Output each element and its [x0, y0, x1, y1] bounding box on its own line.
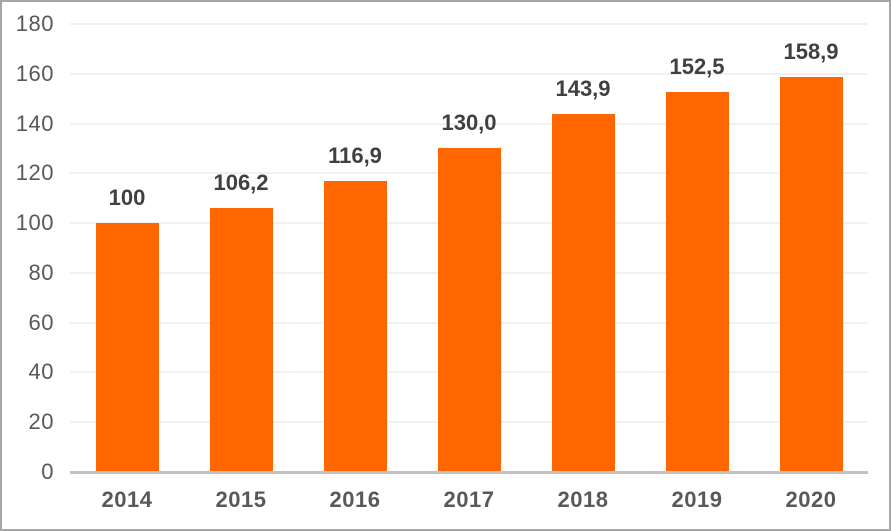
y-axis-tick-label: 120 — [15, 160, 54, 186]
bar — [323, 181, 387, 471]
bar-value-label: 100 — [108, 185, 146, 211]
bar-value-label: 158,9 — [783, 38, 839, 64]
y-axis-tick-label: 100 — [15, 210, 54, 236]
y-axis-tick-label: 180 — [15, 11, 54, 36]
x-axis-line — [70, 471, 868, 474]
gridline — [70, 72, 868, 75]
y-axis-tick-label: 140 — [15, 110, 54, 136]
x-axis-label: 2015 — [215, 487, 267, 512]
bar-value-label: 152,5 — [669, 54, 725, 80]
bar — [779, 76, 843, 471]
bar-value-label: 130,0 — [441, 110, 497, 136]
y-axis-tick-label: 40 — [28, 359, 54, 385]
gridline — [70, 23, 868, 25]
bar — [209, 207, 273, 471]
y-axis-tick-label: 160 — [15, 60, 54, 86]
bar — [665, 92, 729, 471]
x-axis-label: 2019 — [671, 487, 723, 512]
bar-value-label: 106,2 — [213, 169, 269, 195]
bar — [551, 113, 615, 471]
x-axis-label: 2014 — [101, 487, 153, 512]
x-axis-label: 2017 — [443, 487, 495, 512]
x-axis-label: 2016 — [329, 487, 381, 512]
bar — [437, 148, 501, 471]
x-axis-label: 2020 — [785, 487, 837, 512]
bar-value-label: 116,9 — [328, 143, 382, 169]
x-axis-label: 2018 — [557, 487, 609, 512]
gridline — [70, 122, 868, 125]
y-axis-tick-label: 80 — [28, 259, 54, 285]
bar — [95, 223, 159, 471]
y-axis-tick-label: 0 — [41, 459, 54, 484]
y-axis-tick-label: 60 — [28, 309, 54, 335]
bar-value-label: 143,9 — [555, 75, 611, 101]
y-axis-tick-label: 20 — [28, 409, 54, 435]
